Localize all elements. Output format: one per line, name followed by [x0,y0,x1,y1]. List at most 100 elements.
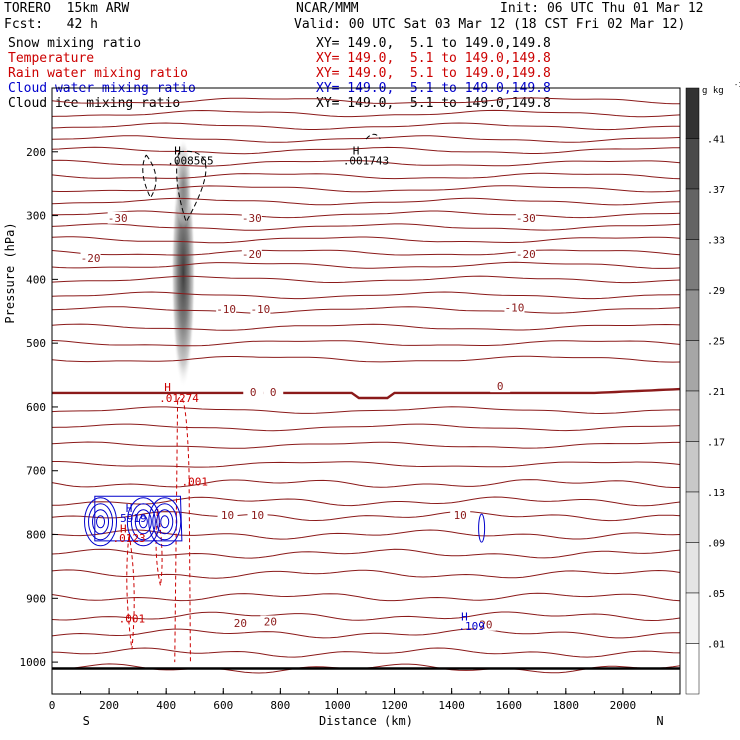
cloud-water-contour [134,509,152,535]
extremum-label: .109 [458,620,485,633]
temperature-label-bg [241,248,262,261]
colorbar-level-label: .41 [707,135,725,146]
temperature-label: 10 [251,509,264,522]
cloud-water-envelope [94,495,183,542]
colorbar-level-label: .29 [707,286,725,297]
snow-shading-upper [175,138,192,229]
field-snow-xy: XY= 149.0, 5.1 to 149.0,149.8 [316,36,551,51]
temperature-label-bg [475,618,496,631]
temperature-label: 0 [250,386,257,399]
temperature-label-bg [250,302,271,315]
extremum-label: H [126,502,133,515]
temperature-isoline [51,210,681,219]
temperature-label-bg [263,385,284,398]
extremum-label: .0123 [113,532,146,545]
snow-shading-layer [171,138,196,388]
temperature-label: -20 [516,248,536,261]
colorbar-cell [685,542,700,594]
temperature-label-bg [241,211,262,224]
temperature-label: 10 [221,509,234,522]
temperature-isoline [51,122,680,131]
temperature-isoline [51,249,681,256]
colorbar-level-label: .17 [707,438,725,449]
colorbar-level-label: .25 [707,337,725,348]
colorbar-cell [685,138,700,190]
temperature-isoline [51,97,680,105]
cloud-water-contour [160,515,170,529]
y-tick-label: 700 [26,465,46,478]
temperature-label: -10 [216,303,236,316]
temperature-isoline [51,529,681,540]
colorbar-level-label: .13 [707,488,725,499]
y-tick-label: 800 [26,529,46,542]
colorbar-cell [685,340,700,392]
temperature-label-bg [243,385,264,398]
cloud-water-contour [84,497,118,547]
x-endpoint-left: S [83,714,90,728]
temperature-isoline [51,291,681,300]
x-tick-label: 0 [49,699,56,712]
model-title: TORERO 15km ARW [4,1,130,16]
init-time: Init: 06 UTC Thu 01 Mar 12 [500,1,704,16]
temperature-label-bg [515,248,536,261]
temperature-label: 0 [270,386,277,399]
x-tick-label: 800 [270,699,290,712]
temperature-isoline [52,461,681,468]
y-axis-label: Pressure (hPa) [3,222,17,323]
temperature-isoline [51,423,681,432]
colorbar-cell [685,592,700,644]
colorbar-unit-exponent: -1 [734,81,740,89]
temperature-isoline [51,548,681,559]
y-tick-label: 500 [26,337,46,350]
rain-contour-west [126,534,135,650]
temperature-isoline [51,109,681,118]
temperature-isoline [51,355,681,363]
x-tick-label: 1600 [495,699,522,712]
temperature-isoline [51,340,681,347]
temperature-label-bg [80,251,101,264]
colorbar-level-label: .09 [707,539,725,550]
colorbar-level-label: .21 [707,387,725,398]
temperature-label: 20 [264,616,277,629]
colorbar-level-label: .37 [707,185,725,196]
temperature-label-bg [217,509,238,522]
cloud-water-contour [152,503,178,541]
x-tick-label: 1000 [324,699,351,712]
colorbar: .01 .05 .09 .13 .17 .21 .25 .29 .33 .37 .41 g kg -1 [685,81,740,695]
temperature-isoline [51,628,681,639]
extremum-label: .01274 [159,392,199,405]
x-tick-label: 1800 [553,699,580,712]
colorbar-cell [685,87,700,139]
temperature-isoline [51,592,681,602]
cloud-water-contour [126,497,160,547]
field-temperature-xy: XY= 149.0, 5.1 to 149.0,149.8 [316,51,551,66]
extremum-label: H [461,611,468,624]
extremum-label: H [174,144,181,157]
field-cloudice-name: Cloud ice mixing ratio [8,96,181,111]
temperature-label-bg [450,509,471,522]
temperature-label: -10 [250,303,270,316]
temperature-label-bg [247,509,268,522]
cloud-ice-contour-east [365,133,381,140]
temperature-isoline [51,306,681,314]
temperature-label: 10 [454,509,467,522]
temperature-label-bg [490,380,511,393]
temperature-isoline [51,146,681,155]
temperature-isoline [51,496,681,507]
y-tick-label: 200 [26,146,46,159]
temperature-label: 20 [479,619,492,632]
temperature-isoline [51,261,681,269]
temperature-label: -10 [504,302,524,315]
colorbar-unit: g kg [702,86,724,96]
y-tick-label: 300 [26,210,46,223]
x-tick-label: 600 [213,699,233,712]
valid-time: Valid: 00 UTC Sat 03 Mar 12 (18 CST Fri … [294,17,686,32]
extremum-label: .008565 [167,155,213,168]
temperature-label-bg [515,211,536,224]
y-tick-label: 900 [26,592,46,605]
temperature-isoline [51,159,681,167]
temperature-contours [51,97,681,674]
temperature-label-bg [260,615,281,628]
